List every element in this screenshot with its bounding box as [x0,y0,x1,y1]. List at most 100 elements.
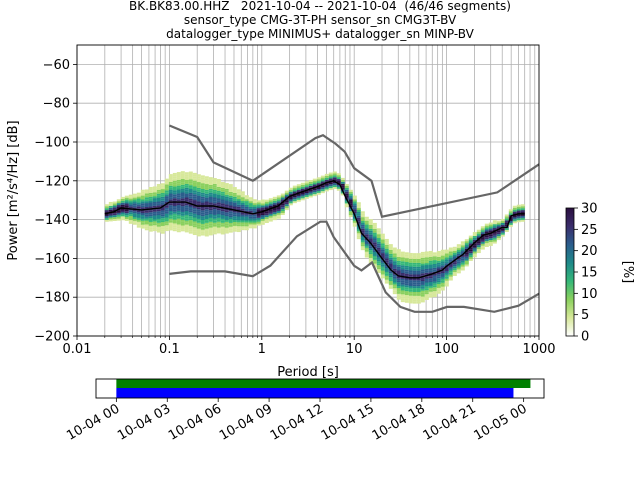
density-cell [328,178,333,181]
density-cell [212,178,217,181]
density-cell [108,201,113,204]
density-cell [436,284,441,287]
density-cell [208,202,213,205]
density-cell [260,220,265,223]
density-cell [512,209,517,212]
density-cell [240,199,245,202]
density-cell [160,220,165,223]
density-cell [304,183,309,186]
density-cell [476,241,481,244]
density-cell [520,208,525,211]
density-cell [260,205,265,208]
density-cell [404,279,409,282]
density-cell [440,259,445,262]
density-cell [168,212,173,215]
density-cell [148,221,153,224]
density-cell [184,179,189,182]
density-cell [192,190,197,193]
density-cell [492,220,497,223]
density-cell [472,253,477,256]
density-cell [364,251,369,254]
density-cell [396,272,401,275]
density-cell [164,223,169,226]
density-cell [520,212,525,215]
density-cell [232,202,237,205]
density-cell [464,256,469,259]
density-cell [224,184,229,187]
density-cell [196,211,201,214]
density-cell [396,291,401,294]
density-cell [176,193,181,196]
density-cell [172,176,177,179]
density-cell [128,202,133,205]
density-cell [212,226,217,229]
density-cell [408,287,413,290]
density-cell [200,214,205,217]
density-cell [144,204,149,207]
density-cell [164,211,169,214]
density-cell [116,212,121,215]
density-cell [392,286,397,289]
density-cell [256,208,261,211]
density-cell [196,214,201,217]
density-cell [424,261,429,264]
density-cell [200,223,205,226]
density-cell [340,177,345,180]
density-cell [284,204,289,207]
density-cell [216,223,221,226]
density-cell [196,203,201,206]
density-cell [164,221,169,224]
density-cell [188,227,193,230]
density-cell [432,273,437,276]
density-cell [256,206,261,209]
density-cell [428,270,433,273]
density-cell [312,184,317,187]
density-cell [120,204,125,207]
density-cell [268,202,273,205]
density-cell [400,253,405,256]
density-cell [444,249,449,252]
density-cell [228,217,233,220]
density-cell [400,259,405,262]
density-cell [360,240,365,243]
density-cell [424,251,429,254]
density-cell [136,214,141,217]
density-cell [504,222,509,225]
density-cell [376,236,381,239]
density-cell [388,265,393,268]
density-cell [448,266,453,269]
density-cell [196,195,201,198]
density-cell [380,256,385,259]
density-cell [404,273,409,276]
density-cell [376,237,381,240]
density-cell [168,228,173,231]
density-cell [440,265,445,268]
density-cell [360,215,365,218]
density-cell [408,293,413,296]
density-cell [380,264,385,267]
density-cell [252,214,257,217]
density-cell [436,280,441,283]
density-cell [424,288,429,291]
density-cell [280,205,285,208]
density-cell [388,263,393,266]
density-cell [364,241,369,244]
density-cell [388,248,393,251]
density-cell [492,226,497,229]
density-cell [368,246,373,249]
density-cell [172,202,177,205]
density-cell [144,214,149,217]
density-cell [412,258,417,261]
density-cell [188,198,193,201]
density-cell [400,251,405,254]
density-cell [420,288,425,291]
density-cell [180,209,185,212]
density-cell [104,210,109,213]
density-cell [208,215,213,218]
density-cell [132,201,137,204]
density-cell [240,220,245,223]
colorbar-tick-label: 30 [581,202,598,217]
density-cell [372,253,377,256]
density-cell [408,256,413,259]
density-cell [272,218,277,221]
